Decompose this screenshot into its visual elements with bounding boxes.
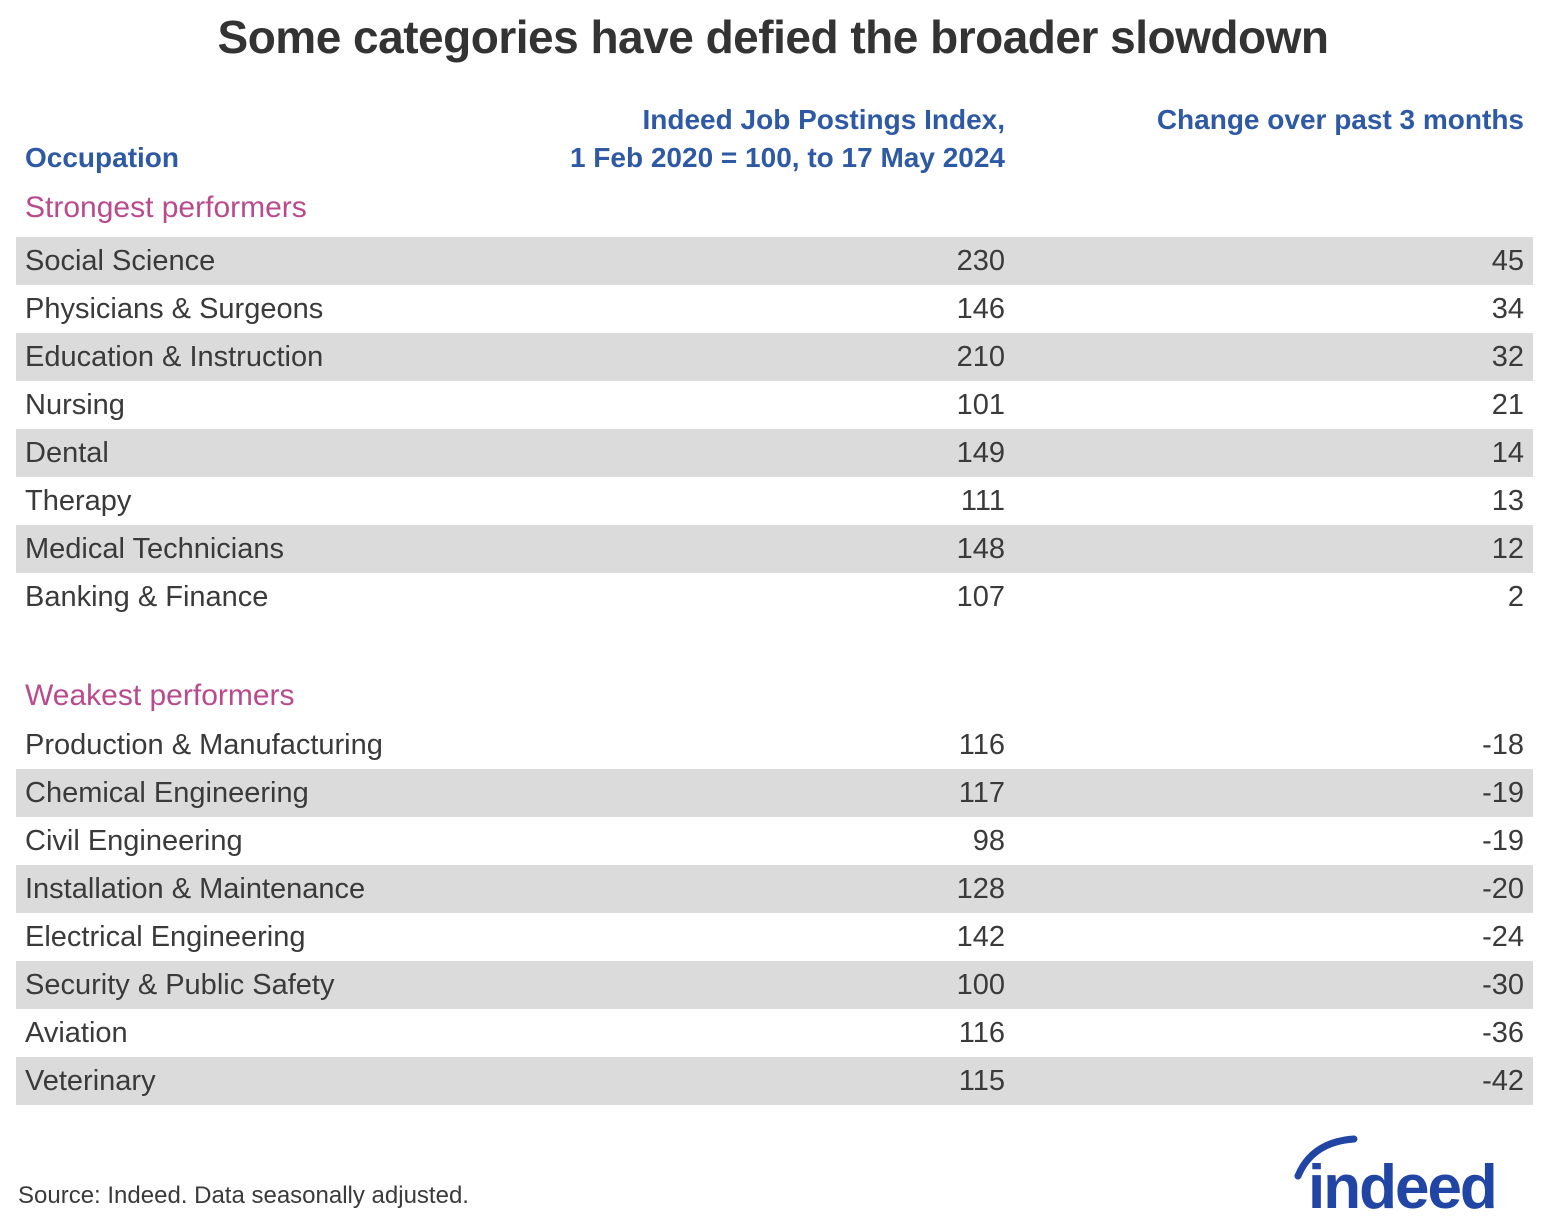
occupation-cell: Social Science (25, 244, 216, 277)
logo-swoosh-icon (1294, 1135, 1358, 1180)
table-row: Education & Instruction 210 32 (16, 333, 1533, 382)
change-cell: 14 (1491, 436, 1524, 469)
index-column-header-line2: 1 Feb 2020 = 100, to 17 May 2024 (569, 142, 1005, 174)
change-cell: 34 (1491, 292, 1524, 325)
change-cell: -18 (1482, 728, 1524, 761)
index-cell: 148 (956, 532, 1005, 565)
occupation-cell: Physicians & Surgeons (25, 292, 324, 325)
table-row: Production & Manufacturing 116 -18 (16, 721, 1533, 770)
occupations-table: Strongest performers Social Science 230 … (16, 189, 1533, 1106)
occupation-cell: Civil Engineering (25, 824, 243, 857)
table-row: Banking & Finance 107 2 (16, 573, 1533, 622)
logo-wordmark: indeed (1308, 1153, 1496, 1220)
occupation-column-header: Occupation (25, 142, 180, 174)
index-cell: 149 (956, 436, 1005, 469)
occupation-cell: Chemical Engineering (25, 776, 309, 809)
table-row: Medical Technicians 148 12 (16, 525, 1533, 574)
table-row: Civil Engineering 98 -19 (16, 817, 1533, 866)
table-row: Nursing 101 21 (16, 381, 1533, 430)
index-cell: 116 (958, 1016, 1005, 1049)
change-cell: -36 (1482, 1016, 1524, 1049)
index-cell: 128 (956, 872, 1005, 905)
section-rows: Social Science 230 45 Physicians & Surge… (16, 237, 1533, 622)
occupation-cell: Therapy (25, 484, 132, 517)
change-cell: -30 (1482, 968, 1524, 1001)
occupation-cell: Nursing (25, 388, 125, 421)
occupation-cell: Aviation (25, 1016, 128, 1049)
chart-title: Some categories have defied the broader … (217, 11, 1329, 63)
occupation-cell: Banking & Finance (25, 580, 269, 613)
indeed-logo: indeed (1292, 1130, 1532, 1220)
section-label: Weakest performers (25, 679, 295, 713)
table-row: Installation & Maintenance 128 -20 (16, 865, 1533, 914)
occupation-cell: Veterinary (25, 1064, 156, 1097)
index-cell: 230 (956, 244, 1005, 277)
index-cell: 115 (958, 1064, 1005, 1097)
change-cell: 12 (1491, 532, 1524, 565)
index-cell: 98 (972, 824, 1005, 857)
index-column-header-line1: Indeed Job Postings Index, (642, 104, 1006, 136)
section-strongest-performers: Strongest performers Social Science 230 … (16, 189, 1533, 622)
occupation-cell: Medical Technicians (25, 532, 284, 565)
change-cell: 2 (1507, 580, 1524, 613)
section-weakest-performers: Weakest performers Production & Manufact… (16, 677, 1533, 1106)
change-cell: 45 (1491, 244, 1524, 277)
index-cell: 100 (956, 968, 1005, 1001)
table-row: Veterinary 115 -42 (16, 1057, 1533, 1106)
table-row: Physicians & Surgeons 146 34 (16, 285, 1533, 334)
occupation-cell: Electrical Engineering (25, 920, 306, 953)
table-row: Therapy 111 13 (16, 477, 1533, 526)
index-cell: 111 (960, 484, 1005, 517)
section-rows: Production & Manufacturing 116 -18 Chemi… (16, 721, 1533, 1106)
occupation-cell: Production & Manufacturing (25, 728, 383, 761)
change-cell: -24 (1482, 920, 1524, 953)
index-cell: 142 (956, 920, 1005, 953)
change-column-header: Change over past 3 months (1156, 104, 1524, 136)
table-row: Aviation 116 -36 (16, 1009, 1533, 1058)
table-row: Electrical Engineering 142 -24 (16, 913, 1533, 962)
change-cell: -42 (1482, 1064, 1524, 1097)
change-cell: 13 (1491, 484, 1524, 517)
occupation-cell: Installation & Maintenance (25, 872, 366, 905)
change-cell: 32 (1491, 340, 1524, 373)
occupation-cell: Education & Instruction (25, 340, 324, 373)
change-cell: 21 (1491, 388, 1524, 421)
table-header: Indeed Job Postings Index, Change over p… (16, 101, 1533, 177)
index-cell: 117 (958, 776, 1005, 809)
table-row: Chemical Engineering 117 -19 (16, 769, 1533, 818)
index-cell: 101 (956, 388, 1005, 421)
occupation-cell: Dental (25, 436, 109, 469)
index-cell: 210 (956, 340, 1005, 373)
table-row: Social Science 230 45 (16, 237, 1533, 286)
table-row: Security & Public Safety 100 -30 (16, 961, 1533, 1010)
section-label: Strongest performers (25, 191, 307, 225)
change-cell: -20 (1482, 872, 1524, 905)
occupation-cell: Security & Public Safety (25, 968, 335, 1001)
index-cell: 116 (958, 728, 1005, 761)
change-cell: -19 (1482, 776, 1524, 809)
source-note: Source: Indeed. Data seasonally adjusted… (18, 1182, 469, 1209)
table-row: Dental 149 14 (16, 429, 1533, 478)
index-cell: 146 (956, 292, 1005, 325)
index-cell: 107 (956, 580, 1005, 613)
change-cell: -19 (1482, 824, 1524, 857)
